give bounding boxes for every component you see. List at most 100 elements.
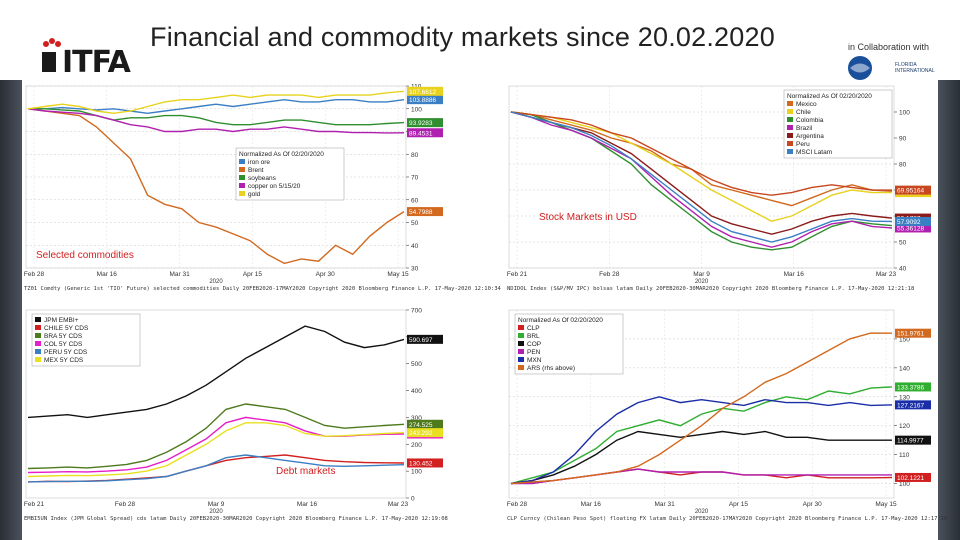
- y-tick-label: 400: [411, 388, 422, 395]
- left-decorative-strip: [0, 80, 22, 540]
- chart-footer: EMBI5UN Index (JPM Global Spread) cds la…: [24, 516, 448, 522]
- y-tick-label: 150: [899, 336, 910, 343]
- last-value-label: 133.3786: [897, 384, 924, 391]
- legend-entry: MXN: [527, 357, 542, 364]
- chart-footer: TZ01 Comdty (Generic 1st 'TIO' Future) s…: [24, 286, 501, 292]
- x-tick-label: May 15: [387, 271, 409, 278]
- last-value-badge: [407, 118, 443, 128]
- last-value-label: 55.36128: [897, 225, 924, 232]
- legend-entry: iron ore: [248, 159, 270, 166]
- legend-swatch: [787, 133, 793, 138]
- series-line-4: [510, 396, 893, 485]
- legend-swatch: [35, 333, 41, 338]
- legend-swatch: [787, 109, 793, 114]
- chart-annotation: Stock Markets in USD: [539, 212, 637, 223]
- last-value-badge: [407, 95, 443, 105]
- x-tick-label: Apr 30: [803, 501, 823, 508]
- x-tick-label: May 15: [875, 501, 897, 508]
- x-tick-label: Mar 16: [581, 501, 602, 508]
- legend-swatch: [239, 191, 245, 196]
- legend-swatch: [787, 117, 793, 122]
- series-line-3: [510, 111, 893, 248]
- legend-entry: PERU 5Y CDS: [44, 349, 88, 356]
- legend-swatch: [35, 325, 41, 330]
- legend-box: [31, 313, 141, 367]
- last-value-label: 103.8886: [409, 97, 436, 104]
- legend-entry: CHILE 5Y CDS: [44, 325, 89, 332]
- y-tick-label: 140: [899, 365, 910, 372]
- last-value-label: 57.9092: [897, 219, 921, 226]
- legend-box: [235, 147, 345, 201]
- legend-swatch: [35, 349, 41, 354]
- y-tick-label: 0: [411, 496, 415, 503]
- series-line-5: [510, 111, 893, 196]
- partner-name: FLORIDA INTERNATIONAL: [895, 62, 935, 74]
- legend-swatch: [239, 175, 245, 180]
- x-tick-label: Mar 16: [97, 271, 118, 278]
- x-tick-label: Mar 23: [876, 271, 897, 278]
- y-tick-label: 100: [899, 110, 910, 117]
- legend-swatch: [239, 167, 245, 172]
- legend-box: [514, 313, 624, 375]
- legend-swatch: [518, 333, 524, 338]
- legend-entry: soybeans: [248, 175, 277, 182]
- y-tick-label: 300: [411, 415, 422, 422]
- series-line-6: [510, 111, 893, 243]
- chart-footer: NDIDOL Index (S&P/MV IPC) bolsas latam D…: [507, 286, 915, 292]
- last-value-label: 93.9283: [409, 120, 433, 127]
- legend-entry: Argentina: [796, 133, 824, 140]
- x-tick-label: Mar 9: [693, 271, 710, 278]
- series-line-1: [510, 386, 893, 485]
- last-value-badge: [407, 86, 443, 96]
- last-value-label: 54.7988: [409, 209, 433, 216]
- last-value-label: 130.452: [409, 460, 433, 467]
- chart-panel-fx: 100 110 120 130 140 150 Feb 28 Mar 16 Mar 31 Apr …: [505, 304, 947, 526]
- legend-swatch: [787, 101, 793, 106]
- legend-entry: MSCI Latam: [796, 149, 832, 156]
- legend-swatch: [35, 341, 41, 346]
- last-value-label: 107.6612: [409, 89, 436, 96]
- legend-entry: gold: [248, 191, 261, 198]
- y-tick-label: 90: [899, 136, 907, 143]
- series-line-1: [27, 108, 405, 265]
- legend-entry: Peru: [796, 141, 810, 148]
- legend-swatch: [518, 325, 524, 330]
- y-tick-label: 700: [411, 308, 422, 315]
- x-tick-label: Mar 9: [208, 501, 225, 508]
- series-line-0: [510, 111, 893, 207]
- last-value-badge: [407, 419, 443, 429]
- legend-entry: BRA 5Y CDS: [44, 333, 83, 340]
- x-tick-label: Mar 16: [784, 271, 805, 278]
- legend-entry: JPM EMBI+: [44, 317, 79, 324]
- last-value-label: 590.697: [409, 337, 433, 344]
- x-tick-label: Feb 28: [507, 501, 528, 508]
- y-tick-label: 120: [899, 423, 910, 430]
- legend-entry: BRL: [527, 333, 540, 340]
- series-line-5: [27, 422, 405, 478]
- last-value-badge: [895, 435, 931, 445]
- y-tick-label: 30: [411, 266, 419, 273]
- x-tick-label: Feb 28: [115, 501, 136, 508]
- legend-swatch: [787, 141, 793, 146]
- legend-entry: Chile: [796, 109, 811, 116]
- x-year-label: 2020: [695, 279, 709, 285]
- y-tick-label: 50: [899, 240, 907, 247]
- legend-entry: MEX 5Y CDS: [44, 357, 84, 364]
- x-tick-label: Feb 28: [24, 271, 45, 278]
- legend-swatch: [35, 317, 41, 322]
- partner-logo-icon: [848, 56, 872, 80]
- x-year-label: 2020: [209, 509, 223, 515]
- y-tick-label: 110: [899, 452, 910, 459]
- legend-title: Normalized As Of 02/20/2020: [787, 93, 872, 100]
- y-tick-label: 100: [411, 469, 422, 476]
- last-value-badge: [895, 216, 931, 226]
- x-year-label: 2020: [695, 509, 709, 515]
- legend-swatch: [518, 341, 524, 346]
- x-tick-label: Mar 31: [654, 501, 675, 508]
- x-tick-label: Apr 15: [729, 501, 749, 508]
- collab-text: in Collaboration with: [848, 42, 930, 52]
- last-value-label: 102.1221: [897, 475, 924, 482]
